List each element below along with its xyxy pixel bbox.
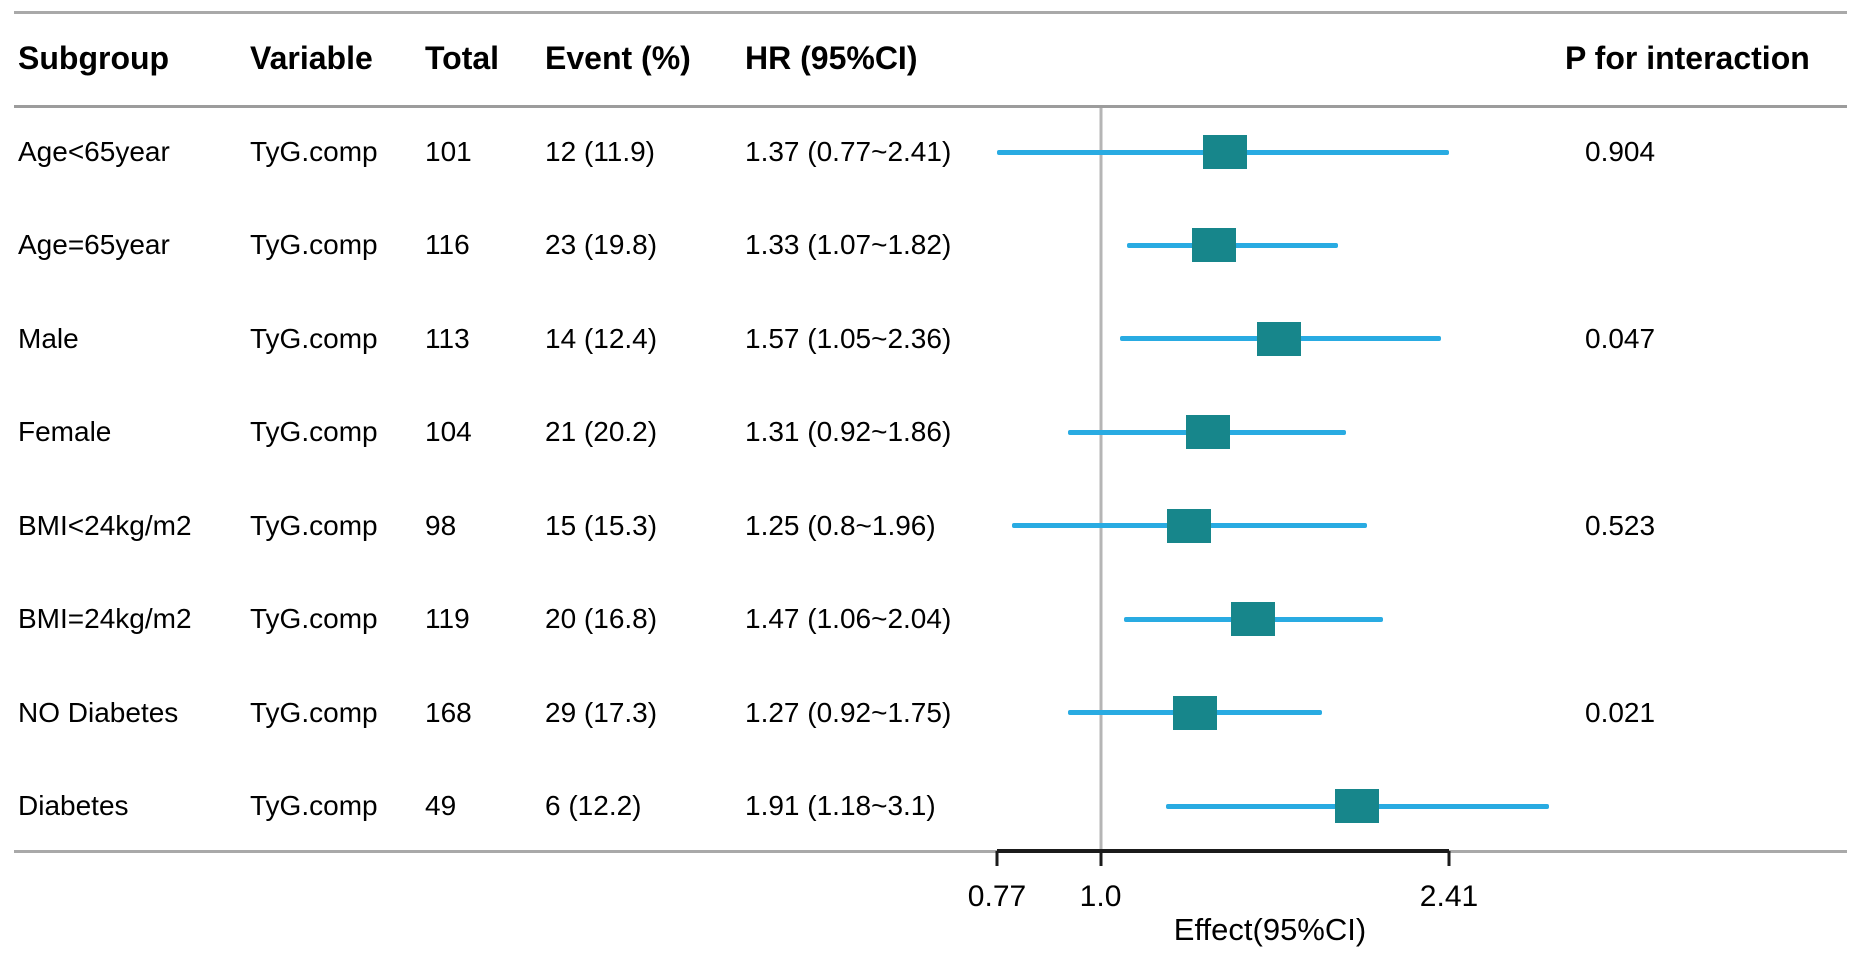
axis-tick-label: 0.77 — [967, 880, 1027, 913]
cell-event: 20 (16.8) — [545, 603, 658, 634]
table-row: BMI=24kg/m2 TyG.comp 119 20 (16.8) 1.47 … — [0, 602, 1863, 636]
cell-event: 29 (17.3) — [545, 697, 658, 728]
table-row: Male TyG.comp 113 14 (12.4) 1.57 (1.05~2… — [0, 322, 1863, 356]
cell-subgroup: BMI<24kg/m2 — [18, 510, 192, 541]
estimate-square — [1231, 602, 1276, 637]
cell-variable: TyG.comp — [250, 416, 378, 447]
cell-subgroup: Age=65year — [18, 229, 170, 260]
header-variable: Variable — [250, 40, 373, 76]
cell-p-interaction: 0.904 — [1585, 136, 1656, 167]
cell-total: 116 — [425, 229, 470, 260]
estimate-square — [1191, 228, 1236, 263]
cell-subgroup: NO Diabetes — [18, 697, 179, 728]
cell-subgroup: BMI=24kg/m2 — [18, 603, 192, 634]
bottom-rule — [14, 850, 1847, 853]
table-row: Female TyG.comp 104 21 (20.2) 1.31 (0.92… — [0, 415, 1863, 449]
estimate-square — [1203, 135, 1248, 169]
cell-hr-ci: 1.47 (1.06~2.04) — [745, 603, 952, 634]
cell-p-interaction: 0.523 — [1585, 510, 1656, 541]
cell-subgroup: Female — [18, 416, 112, 447]
header-rule — [14, 105, 1847, 108]
cell-total: 119 — [425, 603, 470, 634]
table-row: BMI<24kg/m2 TyG.comp 98 15 (15.3) 1.25 (… — [0, 509, 1863, 543]
estimate-square — [1257, 321, 1302, 356]
reference-line — [1099, 108, 1103, 850]
cell-event: 6 (12.2) — [545, 790, 642, 821]
top-rule — [14, 11, 1847, 14]
cell-variable: TyG.comp — [250, 790, 378, 821]
x-axis-line — [997, 849, 1449, 853]
axis-tick-label: 1.0 — [1079, 880, 1122, 913]
estimate-square — [1185, 415, 1230, 450]
header-total: Total — [425, 40, 500, 76]
cell-hr-ci: 1.31 (0.92~1.86) — [745, 416, 952, 447]
cell-hr-ci: 1.37 (0.77~2.41) — [745, 136, 952, 167]
x-axis-title: Effect(95%CI) — [1173, 912, 1367, 947]
cell-total: 104 — [425, 416, 472, 447]
cell-hr-ci: 1.33 (1.07~1.82) — [745, 229, 952, 260]
cell-variable: TyG.comp — [250, 229, 378, 260]
header-p-interaction: P for interaction — [1565, 40, 1810, 76]
axis-tick — [1447, 851, 1451, 866]
header-event: Event (%) — [545, 40, 691, 76]
cell-event: 15 (15.3) — [545, 510, 658, 541]
cell-total: 113 — [425, 323, 470, 354]
cell-p-interaction: 0.021 — [1585, 697, 1656, 728]
cell-variable: TyG.comp — [250, 510, 378, 541]
cell-hr-ci: 1.57 (1.05~2.36) — [745, 323, 952, 354]
cell-variable: TyG.comp — [250, 323, 378, 354]
cell-hr-ci: 1.27 (0.92~1.75) — [745, 697, 952, 728]
cell-variable: TyG.comp — [250, 697, 378, 728]
cell-hr-ci: 1.91 (1.18~3.1) — [745, 790, 936, 821]
axis-tick — [1099, 851, 1103, 866]
estimate-square — [1166, 508, 1211, 543]
estimate-square — [1173, 695, 1218, 730]
table-row: NO Diabetes TyG.comp 168 29 (17.3) 1.27 … — [0, 696, 1863, 730]
table-row: Age<65year TyG.comp 101 12 (11.9) 1.37 (… — [0, 135, 1863, 169]
table-row: Diabetes TyG.comp 49 6 (12.2) 1.91 (1.18… — [0, 789, 1863, 823]
cell-total: 98 — [425, 510, 457, 541]
header-subgroup: Subgroup — [18, 40, 170, 76]
header-row: Subgroup Variable Total Event (%) HR (95… — [0, 36, 1863, 80]
axis-tick-label: 2.41 — [1419, 880, 1479, 913]
cell-subgroup: Male — [18, 323, 79, 354]
cell-hr-ci: 1.25 (0.8~1.96) — [745, 510, 936, 541]
table-row: Age=65year TyG.comp 116 23 (19.8) 1.33 (… — [0, 228, 1863, 262]
cell-variable: TyG.comp — [250, 136, 378, 167]
cell-p-interaction: 0.047 — [1585, 323, 1656, 354]
estimate-square — [1334, 789, 1379, 823]
cell-subgroup: Age<65year — [18, 136, 170, 167]
cell-total: 101 — [425, 136, 472, 167]
axis-tick — [995, 851, 999, 866]
cell-event: 14 (12.4) — [545, 323, 658, 354]
cell-event: 21 (20.2) — [545, 416, 658, 447]
cell-event: 12 (11.9) — [545, 136, 655, 167]
cell-variable: TyG.comp — [250, 603, 378, 634]
cell-event: 23 (19.8) — [545, 229, 658, 260]
cell-subgroup: Diabetes — [18, 790, 129, 821]
header-hr-ci: HR (95%CI) — [745, 40, 918, 76]
cell-total: 49 — [425, 790, 457, 821]
cell-total: 168 — [425, 697, 472, 728]
